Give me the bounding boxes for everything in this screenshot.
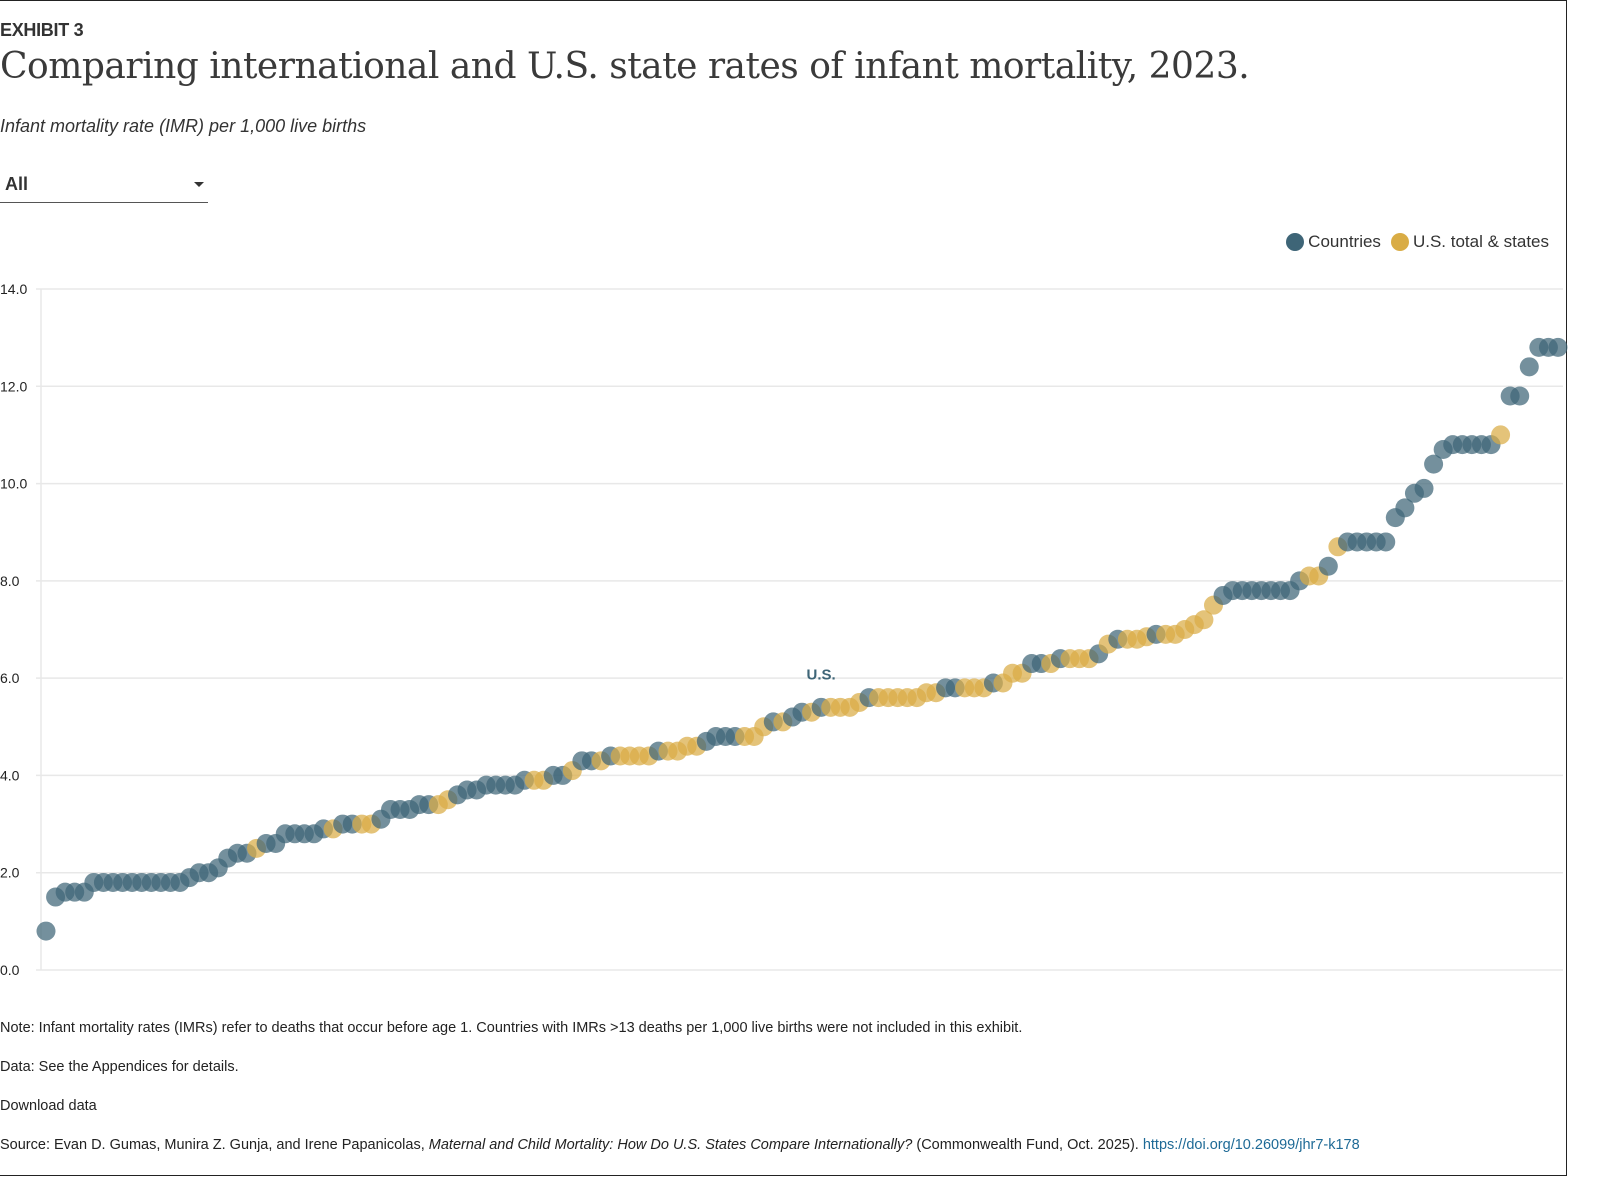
legend-label: Countries [1308, 232, 1381, 251]
country-point [1548, 337, 1568, 357]
filter-dropdown[interactable]: All [0, 172, 208, 203]
chart-subtitle: Infant mortality rate (IMR) per 1,000 li… [0, 116, 367, 136]
exhibit-frame [0, 0, 1567, 1176]
source-suffix: (Commonwealth Fund, Oct. 2025). [912, 1137, 1143, 1153]
y-tick-label: 0.0 [0, 962, 20, 978]
legend-dot-states [1390, 233, 1409, 251]
legend-label: U.S. total & states [1412, 232, 1549, 251]
y-tick-label: 8.0 [0, 573, 20, 589]
footer-data: Data: See the Appendices for details. [0, 1059, 239, 1075]
y-tick-label: 10.0 [0, 476, 27, 492]
chart-title: Comparing international and U.S. state r… [0, 46, 1250, 87]
legend-item-states: U.S. total & states [1390, 232, 1549, 252]
filter-selected-value: All [5, 174, 29, 194]
legend-item-countries: Countries [1286, 232, 1381, 252]
y-tick-label: 2.0 [0, 865, 20, 881]
us-annotation-label: U.S. [807, 666, 836, 683]
chevron-down-icon [194, 182, 204, 187]
country-point [1519, 357, 1539, 377]
source-prefix: Source: Evan D. Gumas, Munira Z. Gunja, … [0, 1137, 429, 1153]
legend: Countries U.S. total & states [1286, 232, 1549, 252]
download-data-link[interactable]: Download data [0, 1098, 97, 1114]
source-title: Maternal and Child Mortality: How Do U.S… [428, 1137, 913, 1153]
y-tick-label: 4.0 [0, 767, 20, 783]
footer-note: Note: Infant mortality rates (IMRs) refe… [0, 1020, 1023, 1036]
y-tick-label: 6.0 [0, 670, 20, 686]
scatter-chart: 0.0 2.0 4.0 6.0 8.0 10.0 12.0 14.0 U.S. [0, 281, 1568, 978]
exhibit-label: EXHIBIT 3 [0, 20, 84, 40]
country-point [1414, 478, 1434, 498]
y-tick-label: 12.0 [0, 378, 27, 394]
doi-link[interactable]: https://doi.org/10.26099/jhr7-k178 [1142, 1137, 1360, 1153]
state-point [1491, 425, 1511, 445]
country-point [1510, 386, 1530, 406]
legend-dot-countries [1286, 233, 1305, 251]
country-point [1376, 532, 1396, 552]
country-point [1424, 454, 1444, 474]
country-point [36, 921, 56, 941]
country-point [1395, 498, 1415, 518]
y-tick-label: 14.0 [0, 281, 27, 297]
footer-source: Source: Evan D. Gumas, Munira Z. Gunja, … [0, 1137, 1360, 1153]
state-point [1194, 610, 1214, 630]
country-point [1318, 556, 1338, 576]
